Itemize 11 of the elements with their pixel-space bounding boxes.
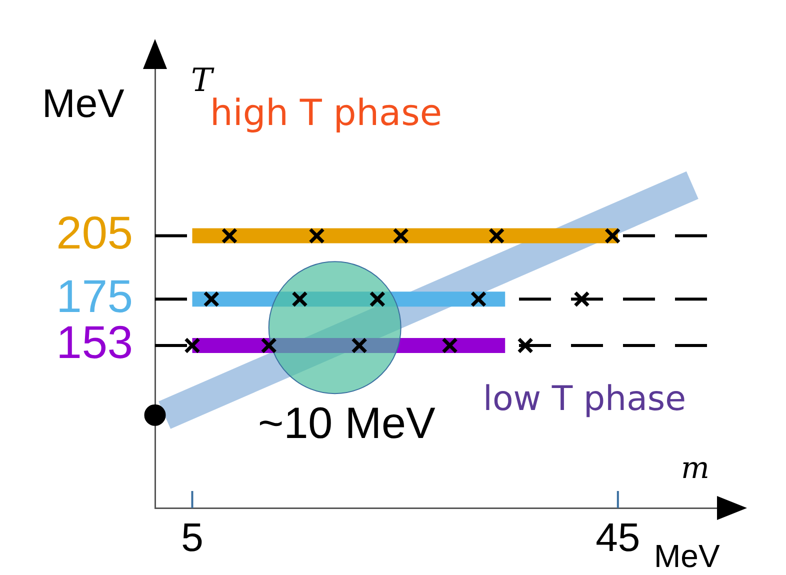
annotation: ~10 MeV [258, 399, 436, 448]
x-tick-label: 5 [181, 516, 204, 560]
point [574, 290, 590, 308]
point [144, 404, 166, 426]
text: MeV [42, 82, 125, 126]
y-tick-label: 205 [56, 206, 133, 258]
point [517, 337, 534, 354]
x-axis-title: m [681, 451, 710, 486]
x-tick-label: 45 [596, 516, 640, 560]
text: MeV [654, 538, 720, 574]
annotation: low T phase [483, 379, 686, 419]
